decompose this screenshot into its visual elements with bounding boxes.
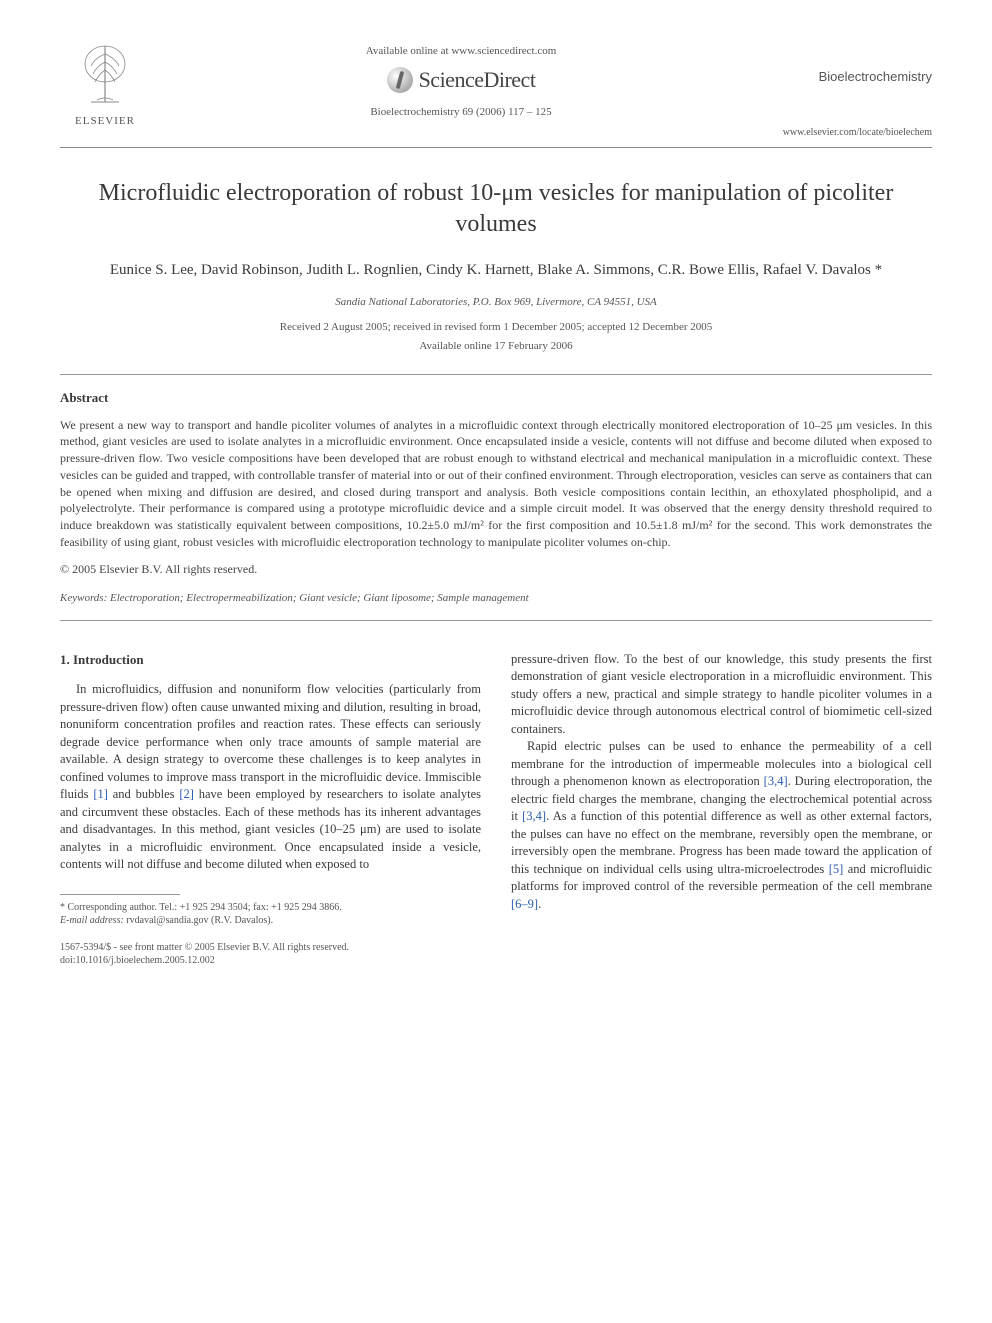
abstract-body: We present a new way to transport and ha… xyxy=(60,417,932,551)
column-right: pressure-driven flow. To the best of our… xyxy=(511,651,932,967)
citation-line: Bioelectrochemistry 69 (2006) 117 – 125 xyxy=(150,105,772,120)
keywords-list: Electroporation; Electropermeabilization… xyxy=(110,592,529,604)
intro-p2-e: . xyxy=(538,897,541,911)
keywords-line: Keywords: Electroporation; Electropermea… xyxy=(60,591,932,606)
publisher-name: ELSEVIER xyxy=(60,114,150,129)
email-value: rvdaval@sandia.gov (R.V. Davalos). xyxy=(126,915,273,926)
intro-paragraph-2: Rapid electric pulses can be used to enh… xyxy=(511,738,932,913)
email-label: E-mail address: xyxy=(60,915,124,926)
header-right: Bioelectrochemistry www.elsevier.com/loc… xyxy=(772,40,932,139)
author-list: Eunice S. Lee, David Robinson, Judith L.… xyxy=(60,260,932,281)
elsevier-tree-icon xyxy=(75,40,135,110)
corr-author-line: * Corresponding author. Tel.: +1 925 294… xyxy=(60,901,481,914)
intro-paragraph-1: In microfluidics, diffusion and nonunifo… xyxy=(60,681,481,874)
journal-name: Bioelectrochemistry xyxy=(772,68,932,86)
keywords-label: Keywords: xyxy=(60,592,107,604)
citation-link[interactable]: [1] xyxy=(93,787,108,801)
footnote-rule xyxy=(60,894,180,895)
header-center: Available online at www.sciencedirect.co… xyxy=(150,40,772,119)
body-columns: 1. Introduction In microfluidics, diffus… xyxy=(60,651,932,967)
header-rule xyxy=(60,147,932,148)
footer-block: 1567-5394/$ - see front matter © 2005 El… xyxy=(60,941,481,967)
intro-p1-a: In microfluidics, diffusion and nonunifo… xyxy=(60,682,481,801)
sciencedirect-logo: ScienceDirect xyxy=(387,65,536,95)
citation-link[interactable]: [3,4] xyxy=(764,774,788,788)
intro-p1-b: and bubbles xyxy=(108,787,179,801)
keywords-bottom-rule xyxy=(60,620,932,621)
corresponding-author-footnote: * Corresponding author. Tel.: +1 925 294… xyxy=(60,901,481,927)
sciencedirect-ball-icon xyxy=(387,67,413,93)
abstract-copyright: © 2005 Elsevier B.V. All rights reserved… xyxy=(60,561,932,577)
available-online-text: Available online at www.sciencedirect.co… xyxy=(150,44,772,59)
citation-link[interactable]: [5] xyxy=(829,862,844,876)
abstract-top-rule xyxy=(60,374,932,375)
article-title: Microfluidic electroporation of robust 1… xyxy=(60,178,932,240)
doi-line: doi:10.1016/j.bioelechem.2005.12.002 xyxy=(60,954,481,967)
issn-line: 1567-5394/$ - see front matter © 2005 El… xyxy=(60,941,481,954)
online-date: Available online 17 February 2006 xyxy=(60,339,932,354)
intro-heading: 1. Introduction xyxy=(60,651,481,669)
citation-link[interactable]: [2] xyxy=(179,787,194,801)
citation-link[interactable]: [3,4] xyxy=(522,809,546,823)
corr-email-line: E-mail address: rvdaval@sandia.gov (R.V.… xyxy=(60,914,481,927)
abstract-heading: Abstract xyxy=(60,389,932,407)
page-header: ELSEVIER Available online at www.science… xyxy=(60,40,932,139)
column-left: 1. Introduction In microfluidics, diffus… xyxy=(60,651,481,967)
publisher-logo-block: ELSEVIER xyxy=(60,40,150,129)
journal-url: www.elsevier.com/locate/bioelechem xyxy=(772,126,932,140)
intro-paragraph-1-cont: pressure-driven flow. To the best of our… xyxy=(511,651,932,739)
citation-link[interactable]: [6–9] xyxy=(511,897,538,911)
affiliation: Sandia National Laboratories, P.O. Box 9… xyxy=(60,295,932,310)
received-dates: Received 2 August 2005; received in revi… xyxy=(60,320,932,335)
sciencedirect-wordmark: ScienceDirect xyxy=(419,65,536,95)
